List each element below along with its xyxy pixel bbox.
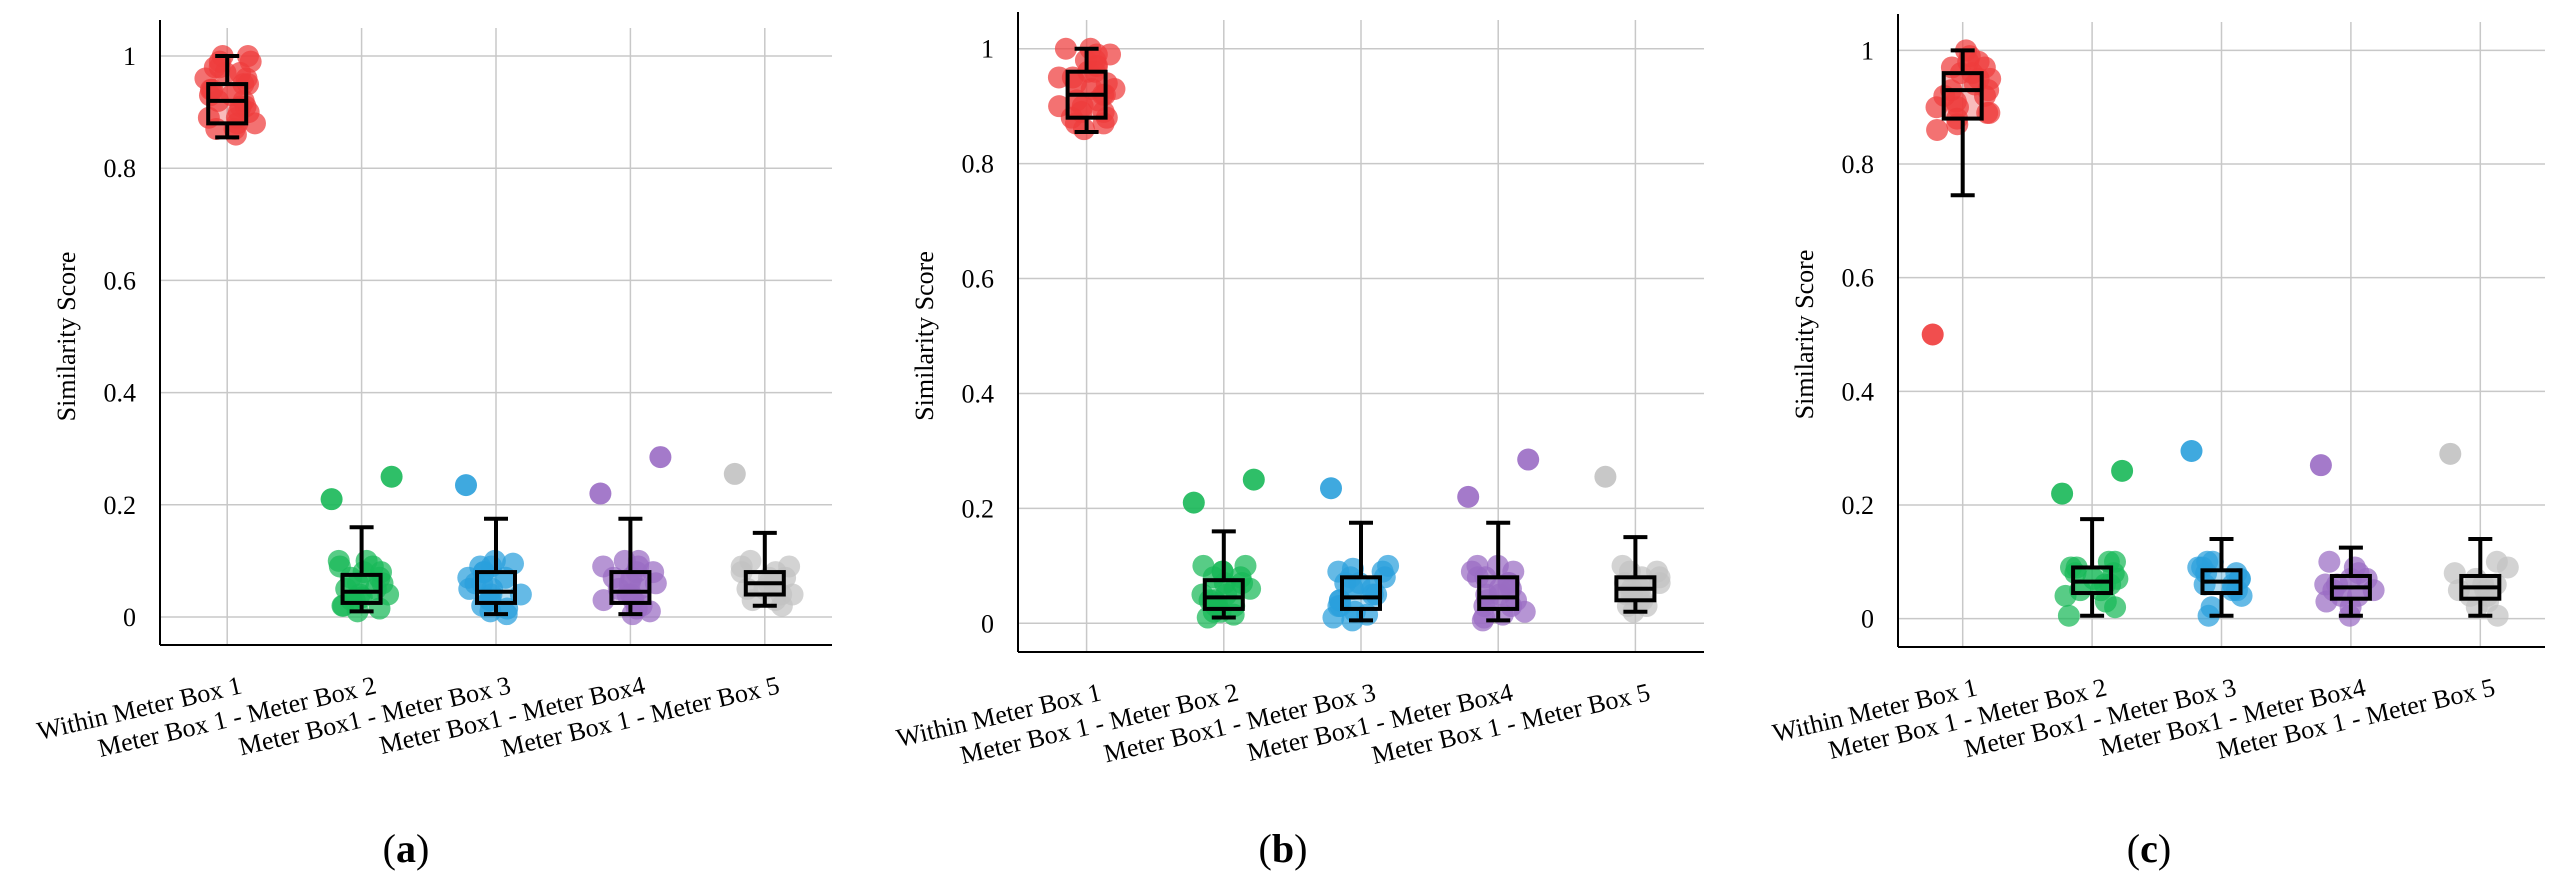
data-point: [2201, 550, 2224, 573]
box-group: [723, 462, 804, 617]
box-iqr: [1477, 575, 1520, 611]
outlier-point: [1517, 448, 1540, 471]
data-point: [1192, 554, 1215, 577]
y-tick-label: 1: [1861, 36, 1874, 65]
y-tick-label: 0.8: [962, 150, 995, 179]
y-axis-label: Similarity Score: [910, 251, 939, 421]
box-iqr: [1340, 575, 1382, 611]
data-point: [2057, 604, 2080, 627]
data-point: [1466, 554, 1489, 577]
outlier-point: [455, 474, 477, 497]
outlier-point: [1594, 465, 1617, 488]
data-point: [2447, 579, 2470, 602]
outlier-point: [2111, 459, 2134, 482]
outlier-point: [320, 488, 343, 511]
box-iqr: [1941, 71, 1984, 121]
outlier-point: [380, 465, 403, 488]
outlier-point: [1182, 491, 1205, 514]
box-group: [1457, 448, 1540, 632]
outlier-point: [2439, 442, 2462, 465]
data-point: [1048, 95, 1071, 118]
box-group: [1921, 39, 2002, 346]
box-iqr: [206, 82, 249, 126]
outlier-point: [649, 446, 672, 469]
data-point: [592, 589, 615, 612]
data-point: [355, 549, 378, 572]
box-iqr: [340, 572, 383, 605]
y-tick-label: 0.6: [962, 265, 995, 294]
y-tick-label: 0.4: [1842, 377, 1875, 406]
outlier-point: [1242, 468, 1265, 491]
data-point: [501, 552, 524, 575]
box-group: [2180, 439, 2253, 627]
y-tick-label: 0.6: [1842, 264, 1875, 293]
data-point: [1377, 554, 1400, 577]
y-tick-label: 1: [123, 42, 136, 71]
box-group: [320, 465, 403, 623]
box-group: [1594, 465, 1671, 623]
data-point: [1054, 37, 1077, 60]
data-point: [1234, 554, 1257, 577]
y-tick-label: 0: [981, 609, 994, 638]
panel-label: (c): [2127, 826, 2171, 871]
y-tick-label: 0.6: [104, 266, 137, 295]
y-tick-label: 0.4: [104, 379, 137, 408]
data-point: [1978, 101, 2001, 124]
box-iqr: [1202, 578, 1245, 611]
outlier-point: [1457, 485, 1480, 508]
box-group: [1320, 477, 1400, 632]
box-iqr: [475, 570, 517, 605]
y-tick-label: 0.2: [1842, 491, 1875, 520]
box-group: [2309, 454, 2385, 627]
box-group: [1182, 468, 1265, 629]
data-point: [1191, 583, 1214, 606]
data-point: [781, 583, 804, 606]
data-point: [1611, 554, 1634, 577]
data-point: [2082, 567, 2105, 590]
outlier-point: [2051, 482, 2074, 505]
box-group: [589, 446, 672, 626]
y-tick-label: 0.2: [104, 491, 137, 520]
outlier-point: [589, 482, 612, 505]
data-point: [739, 549, 762, 572]
box-group: [2051, 459, 2134, 627]
box-group: [1047, 37, 1126, 141]
y-tick-label: 0: [1861, 605, 1874, 634]
data-point: [327, 549, 350, 572]
data-point: [2318, 550, 2341, 573]
data-point: [2200, 596, 2223, 619]
box-group: [455, 474, 532, 626]
y-axis-label: Similarity Score: [52, 252, 81, 422]
data-point: [592, 555, 615, 578]
y-tick-label: 1: [981, 35, 994, 64]
data-point: [1926, 118, 1949, 141]
y-tick-label: 0.2: [962, 494, 995, 523]
data-point: [613, 549, 636, 572]
box-group: [2439, 442, 2519, 627]
outlier-point: [2309, 454, 2332, 477]
box-group: [194, 45, 266, 146]
y-tick-label: 0.4: [962, 379, 995, 408]
y-tick-label: 0: [123, 603, 136, 632]
panel-label: (a): [383, 826, 430, 871]
outlier-point: [1921, 323, 1944, 346]
y-tick-label: 0.8: [1842, 150, 1875, 179]
panel-label: (b): [1259, 826, 1308, 871]
data-point: [1341, 557, 1364, 580]
outlier-point: [723, 462, 746, 485]
outlier-point: [1320, 477, 1342, 500]
y-axis-label: Similarity Score: [1790, 250, 1819, 420]
box-iqr: [609, 570, 652, 605]
outlier-point: [2180, 439, 2203, 462]
data-point: [2485, 550, 2508, 573]
data-point: [236, 45, 259, 68]
y-tick-label: 0.8: [104, 154, 137, 183]
